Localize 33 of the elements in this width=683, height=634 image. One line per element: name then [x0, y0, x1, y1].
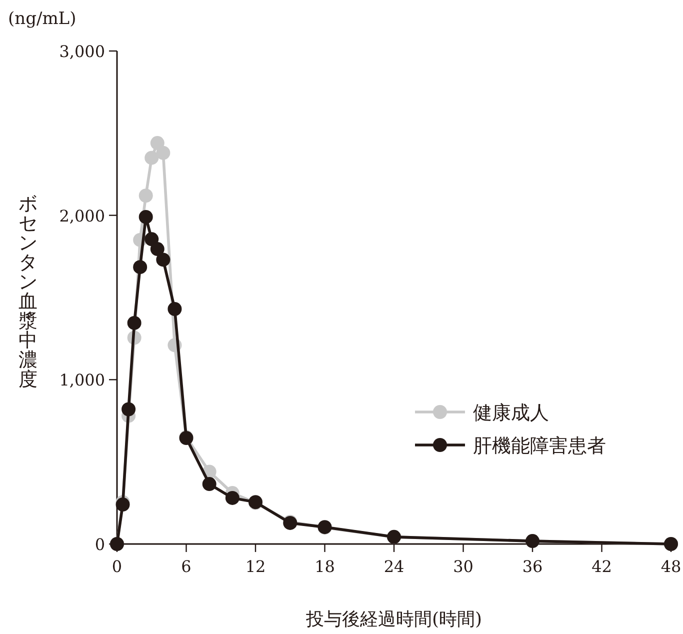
legend-label: 健康成人 [473, 402, 549, 424]
point [156, 252, 170, 267]
y-tick-label: 2,000 [59, 206, 105, 226]
point [156, 146, 170, 160]
point [144, 232, 159, 246]
x-tick-label: 48 [660, 557, 682, 576]
point [133, 260, 148, 274]
legend-label: 肝機能障害患者 [473, 435, 606, 457]
x-tick-label: 30 [453, 557, 474, 576]
point [122, 402, 136, 416]
point [150, 242, 164, 256]
point [116, 498, 130, 512]
x-tick-label: 18 [314, 557, 335, 576]
point [150, 136, 164, 150]
point [168, 302, 182, 316]
text: (ng/mL) [8, 9, 76, 29]
point [144, 150, 159, 165]
point [225, 490, 240, 505]
point [138, 210, 153, 224]
y-tick-label: 0 [94, 535, 105, 554]
y-tick-label: 3,000 [59, 42, 105, 61]
x-tick-label: 0 [112, 557, 122, 576]
y-tick-label: 1,000 [59, 370, 105, 390]
text: ボセンタン血漿中濃度 [18, 193, 38, 390]
x-axis-title: 投与後経過時間(時間) [304, 609, 482, 630]
x-tick-label: 12 [245, 557, 266, 576]
x-tick-label: 24 [384, 557, 404, 576]
x-tick-label: 42 [592, 557, 612, 576]
point [138, 188, 153, 203]
x-tick-label: 6 [181, 557, 192, 576]
point [202, 477, 216, 492]
x-tick-label: 36 [522, 557, 543, 576]
point [127, 316, 142, 330]
